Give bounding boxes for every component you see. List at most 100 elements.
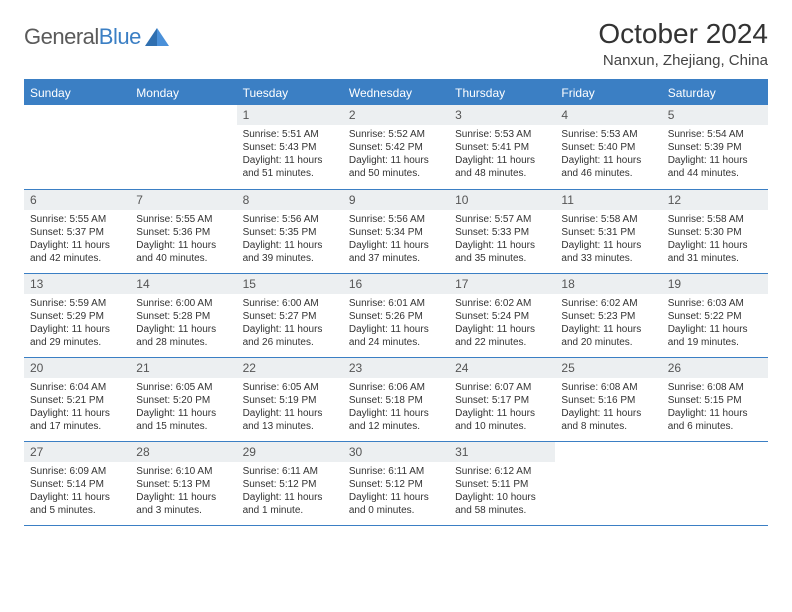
day-number: 28 xyxy=(130,442,236,462)
calendar-row: 6Sunrise: 5:55 AMSunset: 5:37 PMDaylight… xyxy=(24,189,768,273)
daylight-line: Daylight: 11 hours and 35 minutes. xyxy=(455,239,549,265)
calendar-day-cell: 22Sunrise: 6:05 AMSunset: 5:19 PMDayligh… xyxy=(237,357,343,441)
sunrise-line: Sunrise: 6:12 AM xyxy=(455,465,549,478)
day-number: 12 xyxy=(662,190,768,210)
day-content: Sunrise: 6:04 AMSunset: 5:21 PMDaylight:… xyxy=(24,378,130,438)
page-subtitle: Nanxun, Zhejiang, China xyxy=(598,52,768,69)
sunrise-line: Sunrise: 5:53 AM xyxy=(561,128,655,141)
calendar-day-cell: 28Sunrise: 6:10 AMSunset: 5:13 PMDayligh… xyxy=(130,441,236,525)
day-content: Sunrise: 5:56 AMSunset: 5:35 PMDaylight:… xyxy=(237,210,343,270)
weekday-header: Wednesday xyxy=(343,80,449,105)
day-content: Sunrise: 6:12 AMSunset: 5:11 PMDaylight:… xyxy=(449,462,555,522)
sunset-line: Sunset: 5:22 PM xyxy=(668,310,762,323)
day-number: 3 xyxy=(449,105,555,125)
calendar-day-cell: 12Sunrise: 5:58 AMSunset: 5:30 PMDayligh… xyxy=(662,189,768,273)
sunrise-line: Sunrise: 6:01 AM xyxy=(349,297,443,310)
calendar-row: 1Sunrise: 5:51 AMSunset: 5:43 PMDaylight… xyxy=(24,105,768,189)
calendar-day-cell: 20Sunrise: 6:04 AMSunset: 5:21 PMDayligh… xyxy=(24,357,130,441)
day-content: Sunrise: 6:09 AMSunset: 5:14 PMDaylight:… xyxy=(24,462,130,522)
day-number: 31 xyxy=(449,442,555,462)
sunset-line: Sunset: 5:26 PM xyxy=(349,310,443,323)
sunrise-line: Sunrise: 5:58 AM xyxy=(668,213,762,226)
day-number: 24 xyxy=(449,358,555,378)
day-content: Sunrise: 6:11 AMSunset: 5:12 PMDaylight:… xyxy=(343,462,449,522)
calendar-day-cell: 3Sunrise: 5:53 AMSunset: 5:41 PMDaylight… xyxy=(449,105,555,189)
sunset-line: Sunset: 5:27 PM xyxy=(243,310,337,323)
day-number: 22 xyxy=(237,358,343,378)
daylight-line: Daylight: 11 hours and 13 minutes. xyxy=(243,407,337,433)
day-content: Sunrise: 6:03 AMSunset: 5:22 PMDaylight:… xyxy=(662,294,768,354)
brand-part1: General xyxy=(24,24,99,49)
calendar-day-cell: 11Sunrise: 5:58 AMSunset: 5:31 PMDayligh… xyxy=(555,189,661,273)
sunset-line: Sunset: 5:30 PM xyxy=(668,226,762,239)
calendar-day-cell: 31Sunrise: 6:12 AMSunset: 5:11 PMDayligh… xyxy=(449,441,555,525)
day-content: Sunrise: 5:57 AMSunset: 5:33 PMDaylight:… xyxy=(449,210,555,270)
day-number: 6 xyxy=(24,190,130,210)
day-number: 25 xyxy=(555,358,661,378)
day-number: 7 xyxy=(130,190,236,210)
daylight-line: Daylight: 11 hours and 20 minutes. xyxy=(561,323,655,349)
sunset-line: Sunset: 5:24 PM xyxy=(455,310,549,323)
daylight-line: Daylight: 11 hours and 5 minutes. xyxy=(30,491,124,517)
daylight-line: Daylight: 11 hours and 51 minutes. xyxy=(243,154,337,180)
calendar-day-cell: 19Sunrise: 6:03 AMSunset: 5:22 PMDayligh… xyxy=(662,273,768,357)
calendar-table: SundayMondayTuesdayWednesdayThursdayFrid… xyxy=(24,79,768,526)
calendar-day-cell: 2Sunrise: 5:52 AMSunset: 5:42 PMDaylight… xyxy=(343,105,449,189)
sunset-line: Sunset: 5:13 PM xyxy=(136,478,230,491)
calendar-row: 13Sunrise: 5:59 AMSunset: 5:29 PMDayligh… xyxy=(24,273,768,357)
day-number: 21 xyxy=(130,358,236,378)
day-content: Sunrise: 5:53 AMSunset: 5:41 PMDaylight:… xyxy=(449,125,555,185)
day-number: 30 xyxy=(343,442,449,462)
day-content: Sunrise: 6:00 AMSunset: 5:27 PMDaylight:… xyxy=(237,294,343,354)
sunset-line: Sunset: 5:21 PM xyxy=(30,394,124,407)
daylight-line: Daylight: 11 hours and 44 minutes. xyxy=(668,154,762,180)
sunset-line: Sunset: 5:35 PM xyxy=(243,226,337,239)
sunrise-line: Sunrise: 5:55 AM xyxy=(136,213,230,226)
day-content: Sunrise: 5:53 AMSunset: 5:40 PMDaylight:… xyxy=(555,125,661,185)
day-number: 4 xyxy=(555,105,661,125)
calendar-day-cell: 25Sunrise: 6:08 AMSunset: 5:16 PMDayligh… xyxy=(555,357,661,441)
sunrise-line: Sunrise: 5:54 AM xyxy=(668,128,762,141)
calendar-day-cell: 29Sunrise: 6:11 AMSunset: 5:12 PMDayligh… xyxy=(237,441,343,525)
daylight-line: Daylight: 11 hours and 37 minutes. xyxy=(349,239,443,265)
calendar-day-cell: 16Sunrise: 6:01 AMSunset: 5:26 PMDayligh… xyxy=(343,273,449,357)
sunset-line: Sunset: 5:19 PM xyxy=(243,394,337,407)
day-number: 13 xyxy=(24,274,130,294)
daylight-line: Daylight: 10 hours and 58 minutes. xyxy=(455,491,549,517)
sunset-line: Sunset: 5:43 PM xyxy=(243,141,337,154)
sunrise-line: Sunrise: 6:00 AM xyxy=(243,297,337,310)
day-number: 27 xyxy=(24,442,130,462)
sunset-line: Sunset: 5:23 PM xyxy=(561,310,655,323)
page-header: GeneralBlue October 2024 Nanxun, Zhejian… xyxy=(24,18,768,69)
daylight-line: Daylight: 11 hours and 42 minutes. xyxy=(30,239,124,265)
sunrise-line: Sunrise: 5:56 AM xyxy=(349,213,443,226)
brand-triangle-icon xyxy=(145,28,169,46)
daylight-line: Daylight: 11 hours and 39 minutes. xyxy=(243,239,337,265)
sunset-line: Sunset: 5:37 PM xyxy=(30,226,124,239)
sunrise-line: Sunrise: 6:11 AM xyxy=(349,465,443,478)
calendar-day-cell: 6Sunrise: 5:55 AMSunset: 5:37 PMDaylight… xyxy=(24,189,130,273)
day-content: Sunrise: 5:54 AMSunset: 5:39 PMDaylight:… xyxy=(662,125,768,185)
daylight-line: Daylight: 11 hours and 12 minutes. xyxy=(349,407,443,433)
calendar-page: GeneralBlue October 2024 Nanxun, Zhejian… xyxy=(0,0,792,544)
sunrise-line: Sunrise: 6:00 AM xyxy=(136,297,230,310)
day-content: Sunrise: 6:06 AMSunset: 5:18 PMDaylight:… xyxy=(343,378,449,438)
calendar-day-cell: 4Sunrise: 5:53 AMSunset: 5:40 PMDaylight… xyxy=(555,105,661,189)
daylight-line: Daylight: 11 hours and 40 minutes. xyxy=(136,239,230,265)
sunrise-line: Sunrise: 5:52 AM xyxy=(349,128,443,141)
sunrise-line: Sunrise: 6:11 AM xyxy=(243,465,337,478)
daylight-line: Daylight: 11 hours and 6 minutes. xyxy=(668,407,762,433)
sunset-line: Sunset: 5:15 PM xyxy=(668,394,762,407)
day-number: 29 xyxy=(237,442,343,462)
sunset-line: Sunset: 5:12 PM xyxy=(349,478,443,491)
day-number: 5 xyxy=(662,105,768,125)
sunrise-line: Sunrise: 6:10 AM xyxy=(136,465,230,478)
day-content: Sunrise: 6:05 AMSunset: 5:19 PMDaylight:… xyxy=(237,378,343,438)
sunset-line: Sunset: 5:39 PM xyxy=(668,141,762,154)
day-number: 17 xyxy=(449,274,555,294)
day-content: Sunrise: 6:02 AMSunset: 5:24 PMDaylight:… xyxy=(449,294,555,354)
day-content: Sunrise: 6:07 AMSunset: 5:17 PMDaylight:… xyxy=(449,378,555,438)
weekday-header: Saturday xyxy=(662,80,768,105)
day-content: Sunrise: 5:55 AMSunset: 5:37 PMDaylight:… xyxy=(24,210,130,270)
calendar-day-cell: 1Sunrise: 5:51 AMSunset: 5:43 PMDaylight… xyxy=(237,105,343,189)
